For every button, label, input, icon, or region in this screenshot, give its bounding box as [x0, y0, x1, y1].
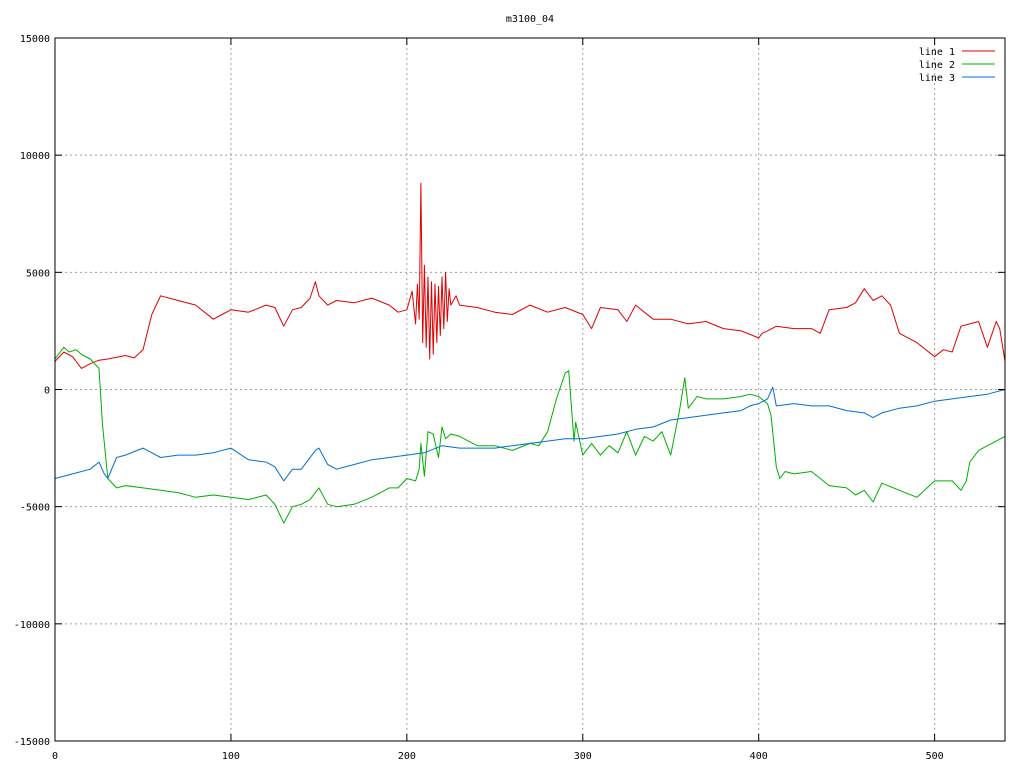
legend-label: line 1: [919, 47, 955, 58]
legend-label: line 3: [919, 73, 955, 84]
x-tick-label: 500: [926, 751, 944, 762]
series-group: [54, 182, 1006, 524]
x-tick-label: 400: [750, 751, 768, 762]
x-tick-label: 0: [52, 751, 58, 762]
y-tick-label: -10000: [14, 620, 50, 631]
axis-ticks: -15000 -10000 -5000 0 5000 10000 15000 0 100 200 3…: [14, 34, 1005, 762]
chart-title: m3100_04: [506, 14, 554, 25]
y-tick-label: 10000: [20, 151, 50, 162]
x-tick-label: 100: [222, 751, 240, 762]
y-tick-label: -15000: [14, 737, 50, 748]
series-line-3: [54, 386, 1006, 482]
y-tick-label: 5000: [26, 268, 50, 279]
x-tick-label: 200: [398, 751, 416, 762]
x-tick-label: 300: [574, 751, 592, 762]
legend: line 1 line 2 line 3: [919, 47, 995, 84]
y-tick-label: -5000: [20, 503, 50, 514]
series-line-1: [54, 182, 1006, 369]
series-line-2: [54, 346, 1006, 524]
grid: [55, 38, 1005, 741]
legend-label: line 2: [919, 60, 955, 71]
y-tick-label: 0: [44, 386, 50, 397]
y-tick-label: 15000: [20, 34, 50, 45]
